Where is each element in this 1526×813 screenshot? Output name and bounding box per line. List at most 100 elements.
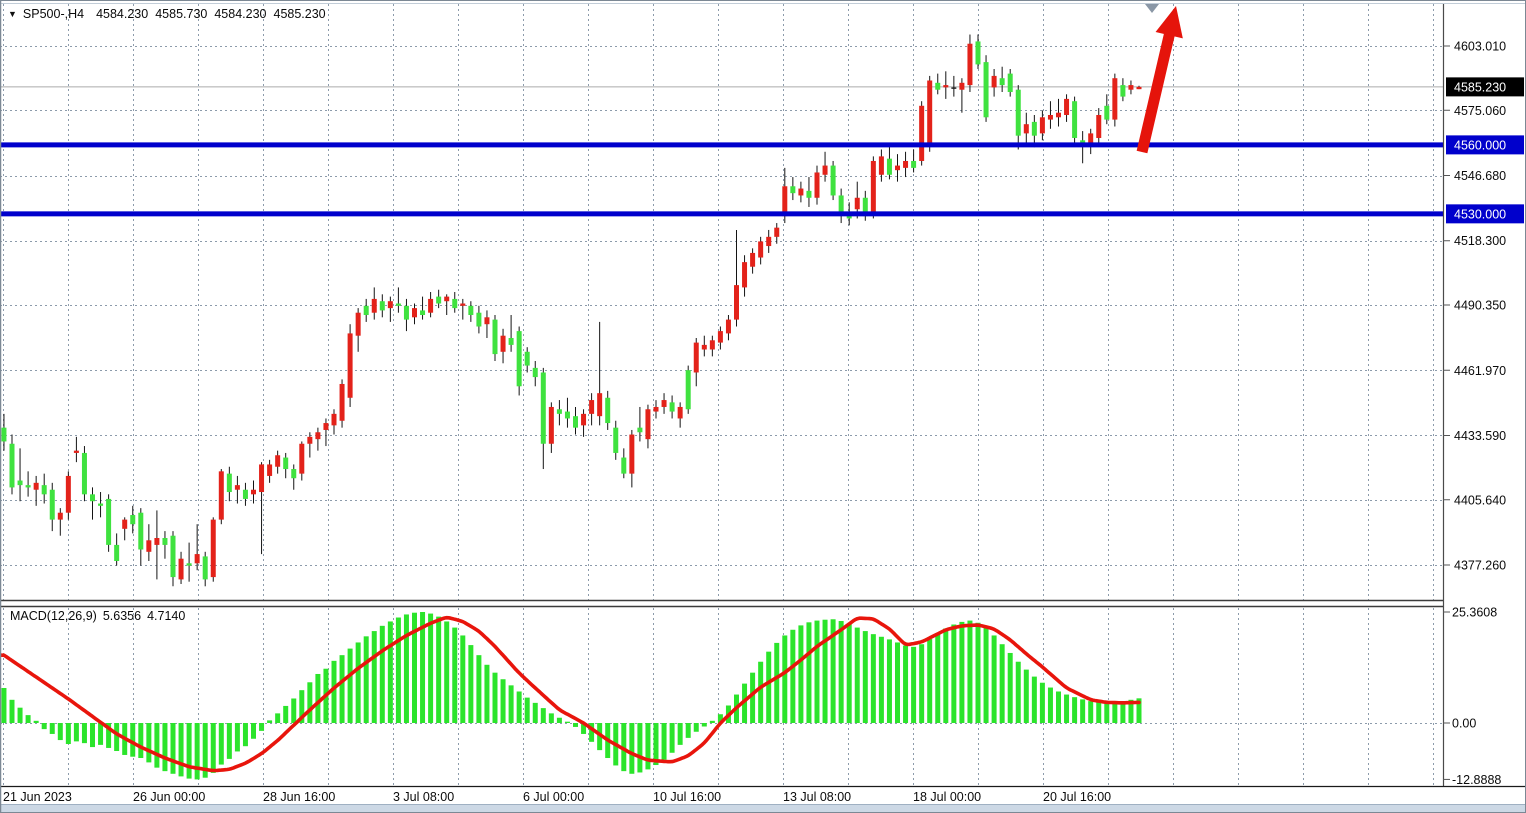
macd-bar — [355, 642, 361, 723]
macd-bar — [25, 715, 31, 723]
candle-body — [420, 310, 426, 316]
macd-bar — [750, 672, 756, 723]
candle-body — [589, 400, 595, 414]
candle-body — [556, 409, 562, 414]
candle-body — [621, 457, 627, 474]
macd-bar — [862, 631, 868, 723]
macd-bar — [146, 723, 152, 763]
candle-body — [927, 80, 933, 143]
macd-bar — [532, 702, 538, 723]
macd-bar — [1047, 687, 1053, 723]
macd-bar — [65, 723, 71, 745]
macd-bar — [838, 621, 844, 723]
candle-body — [122, 519, 128, 529]
panel-splitter[interactable] — [0, 600, 1526, 607]
candle-body — [564, 411, 570, 419]
macd-bar — [967, 620, 973, 723]
macd-bar — [597, 723, 603, 751]
candle-body — [798, 188, 804, 196]
candle-body — [500, 335, 506, 352]
candle-body — [532, 367, 538, 378]
macd-bar — [524, 697, 530, 723]
candle-body — [387, 301, 393, 309]
price-badge-4560.000 — [1446, 135, 1524, 155]
price-axis[interactable]: 4603.010 4575.060 4546.680 4518.300 4490.350… — [1442, 0, 1526, 787]
macd-bar — [564, 721, 570, 723]
macd-bar — [154, 723, 160, 768]
time-axis[interactable]: 21 Jun 2023 26 Jun 00:00 28 Jun 16:00 3 Jul… — [0, 785, 1526, 813]
candle-body — [878, 156, 884, 175]
price-badge-label: 4530.000 — [1454, 207, 1506, 221]
macd-bar — [774, 642, 780, 723]
macd-bar — [798, 625, 804, 723]
macd-bar — [49, 723, 55, 734]
candle-body — [186, 563, 192, 566]
time-tick-label: 26 Jun 00:00 — [133, 790, 205, 804]
candle-body — [73, 450, 79, 453]
macd-bar — [1112, 702, 1118, 723]
candle-body — [283, 457, 289, 470]
candle-body — [814, 172, 820, 198]
horizontal-level-line-4530[interactable] — [0, 211, 1443, 217]
time-tick-label: 6 Jul 00:00 — [523, 790, 584, 804]
candle-body — [436, 296, 442, 304]
candle-body — [33, 482, 39, 490]
macd-bar — [387, 621, 393, 723]
candle-body — [822, 165, 828, 175]
candle-body — [331, 413, 337, 426]
candle-body — [218, 471, 224, 520]
macd-bar — [460, 635, 466, 723]
macd-bar — [170, 723, 176, 774]
price-tick-label: 4575.060 — [1454, 104, 1506, 118]
macd-bar — [186, 723, 192, 779]
macd-bar — [919, 644, 925, 723]
macd-bar — [693, 723, 699, 732]
macd-bar — [114, 723, 120, 752]
trend-arrow[interactable] — [1136, 6, 1183, 154]
macd-bar — [903, 645, 909, 723]
time-tick-label: 18 Jul 00:00 — [913, 790, 981, 804]
macd-bar — [202, 723, 208, 778]
candle-body — [484, 317, 490, 325]
macd-bar — [540, 708, 546, 723]
candle-body — [701, 344, 707, 350]
macd-bar — [138, 723, 144, 759]
candle-body — [1096, 114, 1102, 138]
candle-body — [629, 434, 635, 474]
candle-body — [854, 197, 860, 210]
candle-body — [170, 535, 176, 578]
macd-bar — [935, 633, 941, 723]
candle-body — [911, 160, 917, 168]
macd-bar — [645, 723, 651, 770]
macd-bar — [878, 636, 884, 723]
macd-bar — [991, 635, 997, 723]
macd-bar — [452, 627, 458, 723]
candle-body — [838, 195, 844, 214]
price-tick-label: 4461.970 — [1454, 364, 1506, 378]
candle-body — [645, 409, 651, 440]
macd-tick-label: 25.3608 — [1452, 605, 1497, 619]
macd-bar — [436, 616, 442, 723]
macd-bar — [806, 622, 812, 723]
macd-bar — [194, 723, 200, 780]
candle-body — [259, 464, 265, 493]
macd-bar — [637, 723, 643, 773]
macd-bar — [331, 660, 337, 723]
horizontal-level-line-4560[interactable] — [0, 142, 1443, 148]
candle-body — [524, 351, 530, 366]
macd-bar — [1096, 702, 1102, 723]
candle-body — [251, 489, 256, 495]
macd-bar — [1064, 694, 1070, 723]
shift-end-marker-icon[interactable] — [1145, 4, 1159, 13]
candle-body — [661, 400, 667, 407]
price-tick-label: 4603.010 — [1454, 40, 1506, 54]
candle-body — [935, 82, 941, 90]
macd-bar — [178, 723, 184, 777]
macd-bar — [999, 644, 1005, 723]
macd-bar — [854, 627, 860, 723]
candle-body — [65, 475, 71, 513]
macd-bar — [758, 661, 764, 723]
macd-bar — [709, 720, 715, 723]
macd-bar — [476, 655, 482, 723]
